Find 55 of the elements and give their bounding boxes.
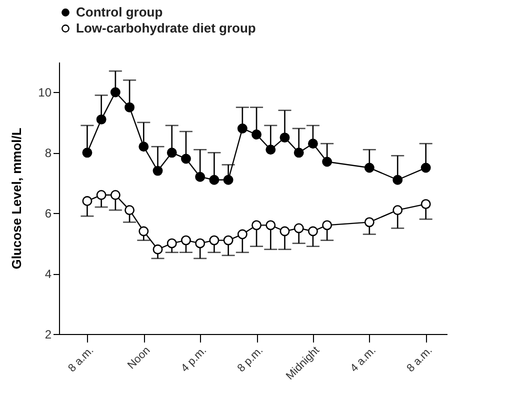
point <box>138 226 149 236</box>
x-tick-label: 4 a.m. <box>348 344 378 375</box>
point <box>252 130 262 140</box>
point <box>237 124 248 134</box>
y-tick-label: 4 <box>44 267 52 282</box>
point <box>124 102 135 112</box>
point <box>280 226 290 236</box>
y-tick-label: 2 <box>44 328 52 342</box>
point <box>166 148 177 158</box>
legend-label: Low-carbohydrate diet group <box>76 20 256 36</box>
y-axis-title: Glucose Level, mmol/L <box>9 128 24 270</box>
point <box>223 174 234 185</box>
point <box>237 229 248 240</box>
point <box>266 220 276 230</box>
x-tick-label: 4 p.m. <box>178 344 210 375</box>
point <box>110 190 120 200</box>
point <box>364 217 374 228</box>
x-tick-label: 8 a.m. <box>66 344 96 375</box>
point <box>392 174 403 185</box>
y-tick-label: 8 <box>44 146 52 160</box>
point <box>195 238 206 248</box>
point <box>280 132 290 143</box>
point <box>209 235 220 246</box>
x-tick-label: 8 p.m. <box>235 344 266 375</box>
point <box>322 220 332 230</box>
point <box>252 220 262 230</box>
y-tick-label: 6 <box>44 206 52 221</box>
point <box>308 138 318 149</box>
point <box>209 174 220 185</box>
point <box>181 154 191 164</box>
point <box>96 114 106 124</box>
point <box>420 199 431 210</box>
point <box>110 87 120 98</box>
point <box>322 156 332 167</box>
point <box>364 162 374 173</box>
point <box>420 162 431 173</box>
point <box>294 148 304 158</box>
point <box>294 223 304 234</box>
point <box>152 244 163 254</box>
point <box>308 226 318 236</box>
point <box>124 205 135 216</box>
point <box>166 238 177 248</box>
point <box>195 172 206 182</box>
x-tick-label: 8 a.m. <box>404 344 435 375</box>
point <box>152 166 163 176</box>
point <box>392 205 403 216</box>
y-tick-label: 10 <box>38 86 52 100</box>
point <box>82 148 92 158</box>
point <box>82 196 92 206</box>
point <box>181 235 191 246</box>
point <box>266 144 276 155</box>
point <box>138 142 149 152</box>
point <box>96 190 106 200</box>
point <box>223 235 234 246</box>
legend-label: Control group <box>76 4 163 20</box>
